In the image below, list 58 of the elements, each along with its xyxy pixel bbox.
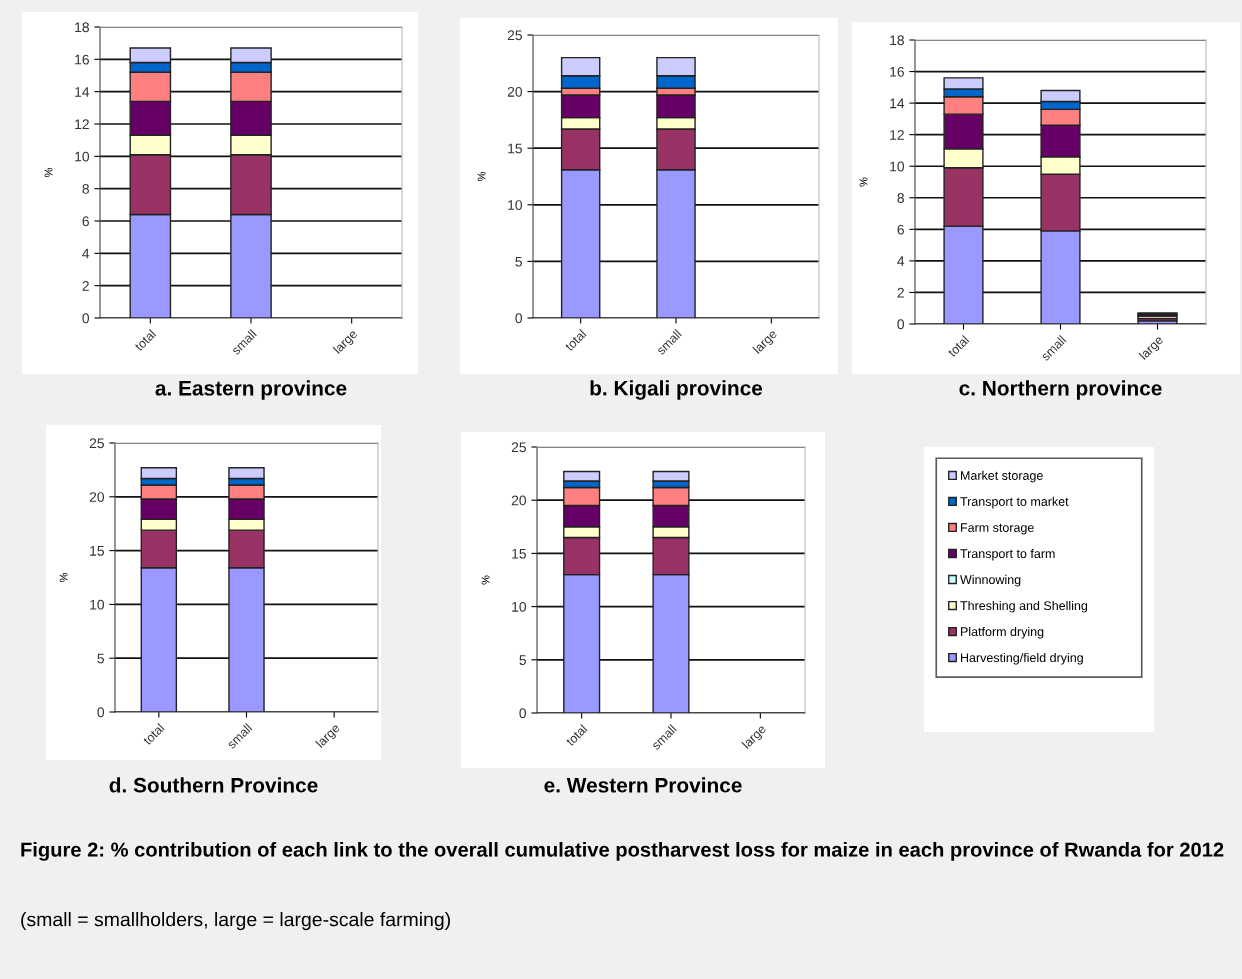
y-tick-label: 25	[507, 30, 522, 41]
y-tick-label: 20	[507, 86, 523, 97]
y-tick-label: 10	[75, 151, 90, 162]
y-tick-label: 8	[82, 184, 89, 194]
y-tick-label: 10	[512, 601, 527, 612]
y-tick-label: 0	[82, 313, 90, 324]
text: c. Northern province	[959, 380, 1162, 400]
y-tick-label: 16	[75, 54, 89, 65]
y-axis-title: %	[477, 171, 486, 182]
text: e. Western Province	[544, 777, 742, 793]
y-tick-label: 15	[512, 548, 526, 559]
y-tick-label: 14	[75, 87, 90, 97]
text: b. Kigali province	[590, 380, 763, 400]
y-tick-label: 12	[75, 119, 89, 130]
y-tick-label: 14	[890, 98, 905, 109]
y-tick-label: 0	[897, 319, 905, 330]
y-tick-label: 6	[82, 216, 89, 227]
y-tick-label: 0	[515, 313, 523, 324]
y-tick-label: 5	[515, 256, 522, 267]
legend-label: Market storage	[961, 470, 1043, 483]
y-tick-label: 18	[890, 35, 904, 46]
y-tick-label: 4	[82, 248, 90, 259]
y-tick-label: 8	[897, 193, 904, 203]
y-tick-label: 25	[89, 438, 104, 449]
y-tick-label: 0	[97, 707, 105, 718]
y-tick-label: 18	[75, 22, 89, 33]
y-tick-label: 20	[511, 495, 527, 506]
y-tick-label: 15	[508, 143, 522, 154]
y-tick-label: 16	[890, 66, 904, 77]
y-tick-label: 10	[508, 200, 523, 210]
y-tick-label: 25	[511, 442, 526, 453]
y-tick-label: 20	[89, 492, 105, 502]
y-tick-label: 15	[90, 546, 104, 556]
y-tick-label: 6	[897, 224, 904, 235]
y-tick-label: 2	[897, 287, 904, 298]
legend-label: Farm storage	[961, 523, 1034, 535]
y-tick-label: 4	[897, 256, 905, 266]
y-tick-label: 5	[519, 655, 526, 665]
legend-label: Platform drying	[961, 626, 1044, 639]
legend-label: Transport to market	[960, 496, 1069, 509]
text: d. Southern Province	[109, 777, 318, 793]
y-axis-title: %	[44, 167, 53, 178]
caption: Figure 2: % contribution of each link to the overall cumulative postharvest loss for maize in each province of Rwanda for 2012	[21, 842, 1224, 861]
text: (small = smallholders, large = large-scale farming)	[21, 912, 450, 931]
y-axis-title: %	[481, 575, 490, 585]
y-tick-label: 10	[890, 161, 905, 172]
y-tick-label: 10	[90, 599, 105, 610]
legend-label: Harvesting/field drying	[961, 652, 1083, 665]
text: a. Eastern province	[155, 380, 347, 400]
y-tick-label: 2	[82, 281, 89, 291]
y-tick-label: 5	[97, 653, 104, 664]
y-axis-title: %	[859, 177, 868, 187]
legend-label: Transport to farm	[960, 548, 1055, 561]
legend-label: Winnowing	[960, 574, 1021, 587]
y-axis-title: %	[59, 572, 68, 583]
y-tick-label: 12	[890, 130, 904, 140]
y-tick-label: 0	[519, 708, 527, 719]
legend-label: Threshing and Shelling	[960, 600, 1088, 613]
